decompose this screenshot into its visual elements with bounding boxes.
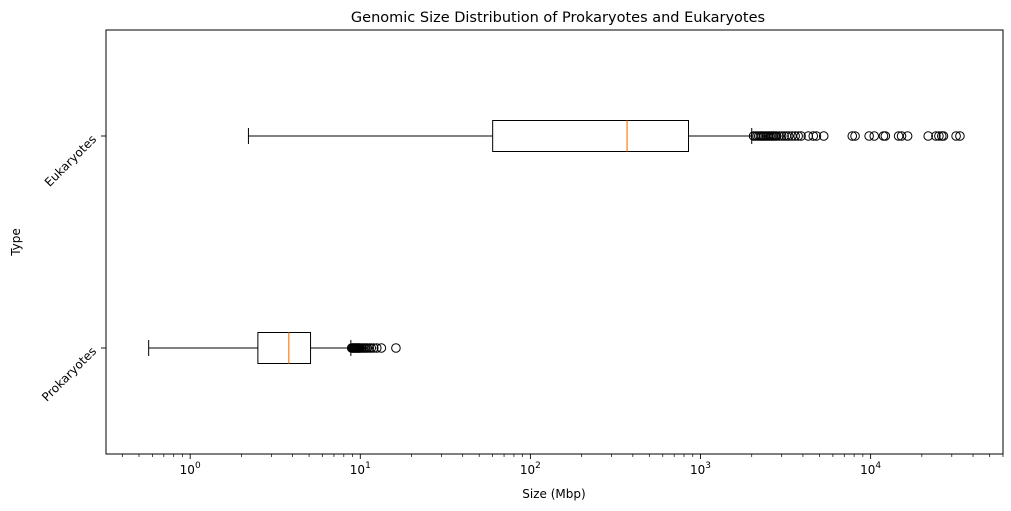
box: [257, 332, 312, 364]
outlier-point: [818, 131, 829, 141]
outlier-point: [793, 131, 803, 141]
x-tick-label: 102: [520, 461, 541, 477]
outlier-point: [371, 343, 382, 353]
y-tick-label: Eukaryotes: [42, 132, 99, 189]
plot-frame: [105, 29, 1004, 455]
outlier-point: [776, 131, 787, 141]
outlier-point: [779, 131, 789, 141]
x-tick-label: 103: [690, 461, 711, 477]
outlier-point: [847, 131, 858, 141]
outlier-point: [774, 131, 784, 141]
x-tick-label: 100: [180, 461, 201, 477]
outlier-point: [366, 343, 377, 353]
chart-title: Genomic Size Distribution of Prokaryotes…: [351, 10, 765, 26]
box: [492, 120, 690, 152]
outlier-point: [783, 131, 794, 141]
outlier-point: [864, 131, 874, 141]
outlier-point: [951, 131, 961, 141]
outlier-point: [808, 131, 819, 141]
outlier-point: [391, 343, 401, 353]
outlier-point: [771, 131, 782, 141]
y-tick-label: Prokaryotes: [39, 344, 99, 404]
x-axis-label: Size (Mbp): [522, 487, 585, 501]
outlier-point: [880, 131, 891, 141]
outlier-point: [923, 131, 934, 141]
outlier-point: [790, 131, 800, 141]
outlier-point: [896, 131, 907, 141]
outlier-point: [938, 131, 949, 141]
outlier-point: [850, 131, 860, 141]
outlier-point: [878, 131, 889, 141]
outlier-point: [902, 131, 913, 141]
y-axis-label: Type: [9, 228, 23, 257]
outlier-point: [796, 131, 806, 141]
outlier-point: [376, 343, 387, 353]
outlier-point: [931, 131, 941, 141]
outlier-point: [934, 131, 944, 141]
x-tick-label: 101: [350, 461, 371, 477]
outlier-point: [869, 131, 880, 141]
outlier-point: [955, 131, 965, 141]
x-tick-label: 104: [860, 461, 881, 477]
outlier-point: [368, 343, 379, 353]
outlier-point: [811, 131, 822, 141]
plot-area: 100 101 102 103 104 Prokaryotes Eukaryotes: [39, 29, 1004, 477]
